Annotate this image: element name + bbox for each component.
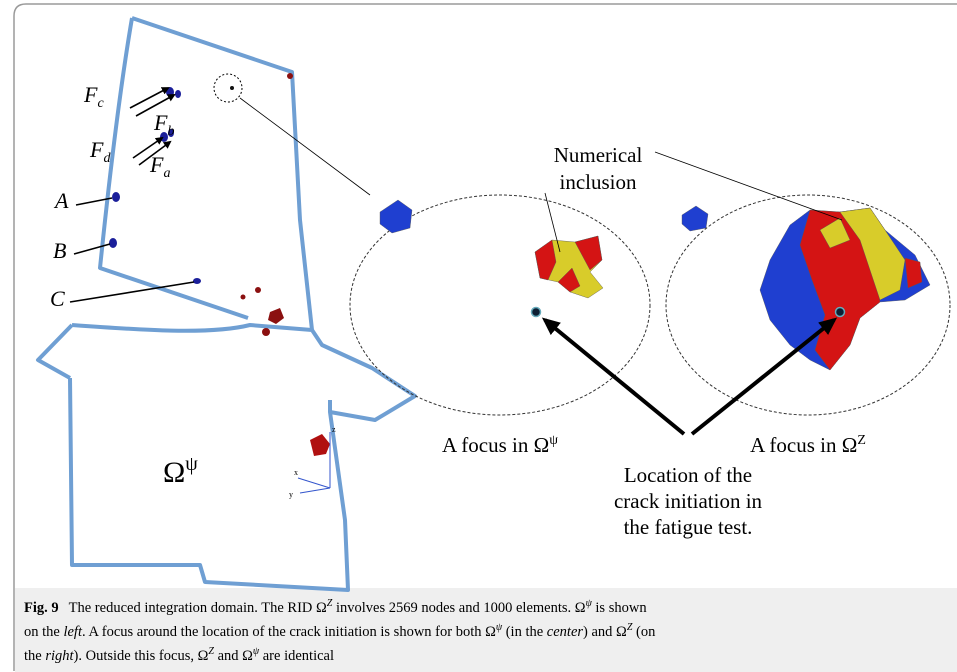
text-run: F [89,137,104,162]
text-run: center [547,624,584,640]
caption-line: Fig. 9 The reduced integration domain. Th… [24,598,647,616]
text-run: ). Outside this focus, Ω [74,648,209,664]
crack-point [530,306,542,318]
text-run: F [149,152,164,177]
pointer-line [544,192,561,253]
text-run: involves 2569 nodes and 1000 elements. Ω [332,600,585,616]
inclusion-right [681,205,931,371]
focus-label: A focus in Ωψ [442,433,558,457]
text-run: ψ [253,646,260,657]
annotation: Location of the [624,463,752,487]
inclusion-left [379,199,604,299]
text-run: Z [857,433,866,448]
blade [36,16,417,592]
point-label: B [53,238,66,263]
point-label: A [53,188,69,213]
text-run: b [167,124,174,139]
force-label: Fc [83,82,104,111]
annotation: the fatigue test. [624,515,753,539]
text-run: and Ω [214,648,253,664]
text-run: A focus in Ω [442,433,549,457]
pointer-line [654,151,843,221]
text-run: F [83,82,98,107]
text-run: (in the [502,624,547,640]
focus-left [349,194,651,416]
axis-label: z [332,425,336,434]
frame [13,3,957,671]
text-run: the [24,648,45,664]
focus-label: A focus in ΩZ [750,433,866,457]
annotation: crack initiation in [614,489,763,513]
text-run: (on [632,624,656,640]
caption-box [15,588,957,672]
text-run: F [153,110,168,135]
axes-triad [297,432,331,494]
axis-label: x [294,468,298,477]
text-run: . A focus around the location of the cra… [82,624,496,640]
force-label: Fd [89,137,111,166]
text-run: on the [24,624,63,640]
text-run: A focus in Ω [750,433,857,457]
crack-arrow [541,317,686,436]
text-run: Z [627,622,633,633]
text-run: Z [208,646,214,657]
force-label: Fb [153,110,174,139]
focus-right [665,194,951,416]
force-arrows [69,87,195,303]
axis-label: y [289,490,293,499]
text-run: The reduced integration domain. The RID … [69,600,327,616]
text-run: Fig. 9 [24,600,59,616]
text-run: are identical [259,648,334,664]
text-run: is shown [592,600,648,616]
text-run: left [63,624,82,640]
crack-arrow [690,317,838,436]
text-run: ψ [549,433,558,448]
text-run: d [103,151,111,166]
text-run: ψ [185,453,198,475]
annotation: Numerical [554,143,643,167]
text-run: Z [327,598,333,609]
force-label: Fa [149,152,170,181]
point-label: C [50,286,65,311]
text-run: right [45,648,74,664]
annotation: inclusion [560,170,637,194]
text-run: c [97,96,104,111]
domain-label: Ωψ [163,453,198,489]
crack-point [834,306,846,318]
text-run: ψ [586,598,593,609]
text-run: ψ [496,622,503,633]
text-run: ) and Ω [583,624,627,640]
caption-line: the right). Outside this focus, ΩZ and Ω… [24,646,334,664]
caption-line: on the left. A focus around the location… [24,622,656,640]
callout-line [239,97,371,196]
text-run: Ω [163,456,185,489]
text-run: a [163,166,170,181]
focus-marker [213,73,243,103]
